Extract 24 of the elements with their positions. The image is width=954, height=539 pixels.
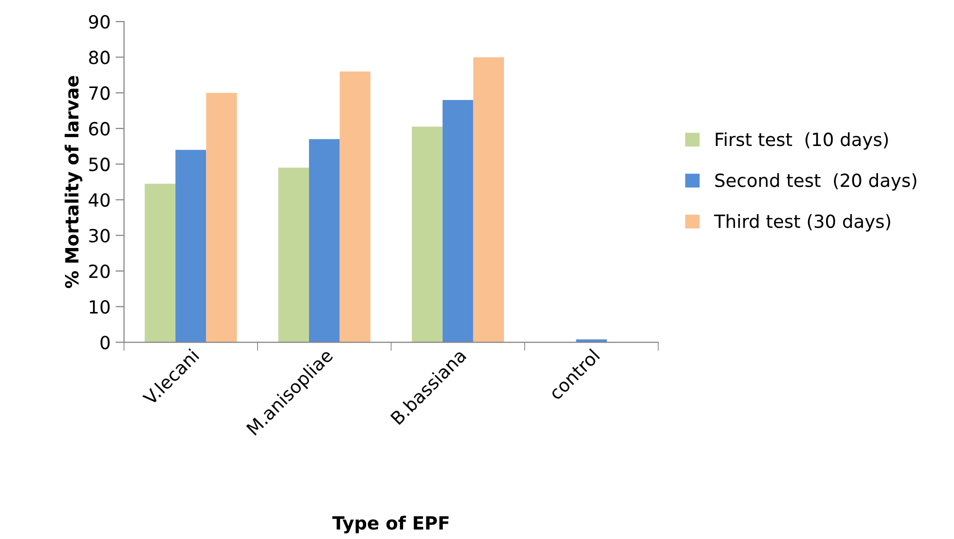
y-tick-label: 60 — [89, 122, 110, 136]
bar — [175, 150, 206, 342]
bar — [412, 126, 443, 342]
y-tick-label: 40 — [88, 193, 110, 207]
bar — [206, 92, 237, 342]
y-tick-label: 30 — [89, 228, 110, 242]
y-tick-label: 0 — [100, 336, 110, 350]
legend-label: Second test (20 days) — [715, 173, 916, 191]
y-tick-label: 50 — [89, 158, 110, 172]
bar — [473, 57, 504, 342]
x-axis-title: Type of EPF — [332, 516, 449, 534]
y-tick-label: 90 — [88, 15, 110, 29]
bar — [278, 168, 309, 342]
y-axis-title: % Mortality of larvae — [64, 76, 82, 288]
bar — [144, 184, 176, 342]
y-tick-label: 10 — [90, 300, 110, 314]
y-tick-label: 70 — [89, 86, 110, 100]
y-tick-label: 20 — [89, 264, 110, 278]
legend-label: Third test (30 days) — [714, 214, 890, 232]
legend-label: First test (10 days) — [716, 132, 888, 150]
y-tick-label: 80 — [89, 50, 110, 64]
bar — [309, 139, 340, 342]
bar — [340, 71, 370, 342]
bar — [442, 100, 474, 342]
